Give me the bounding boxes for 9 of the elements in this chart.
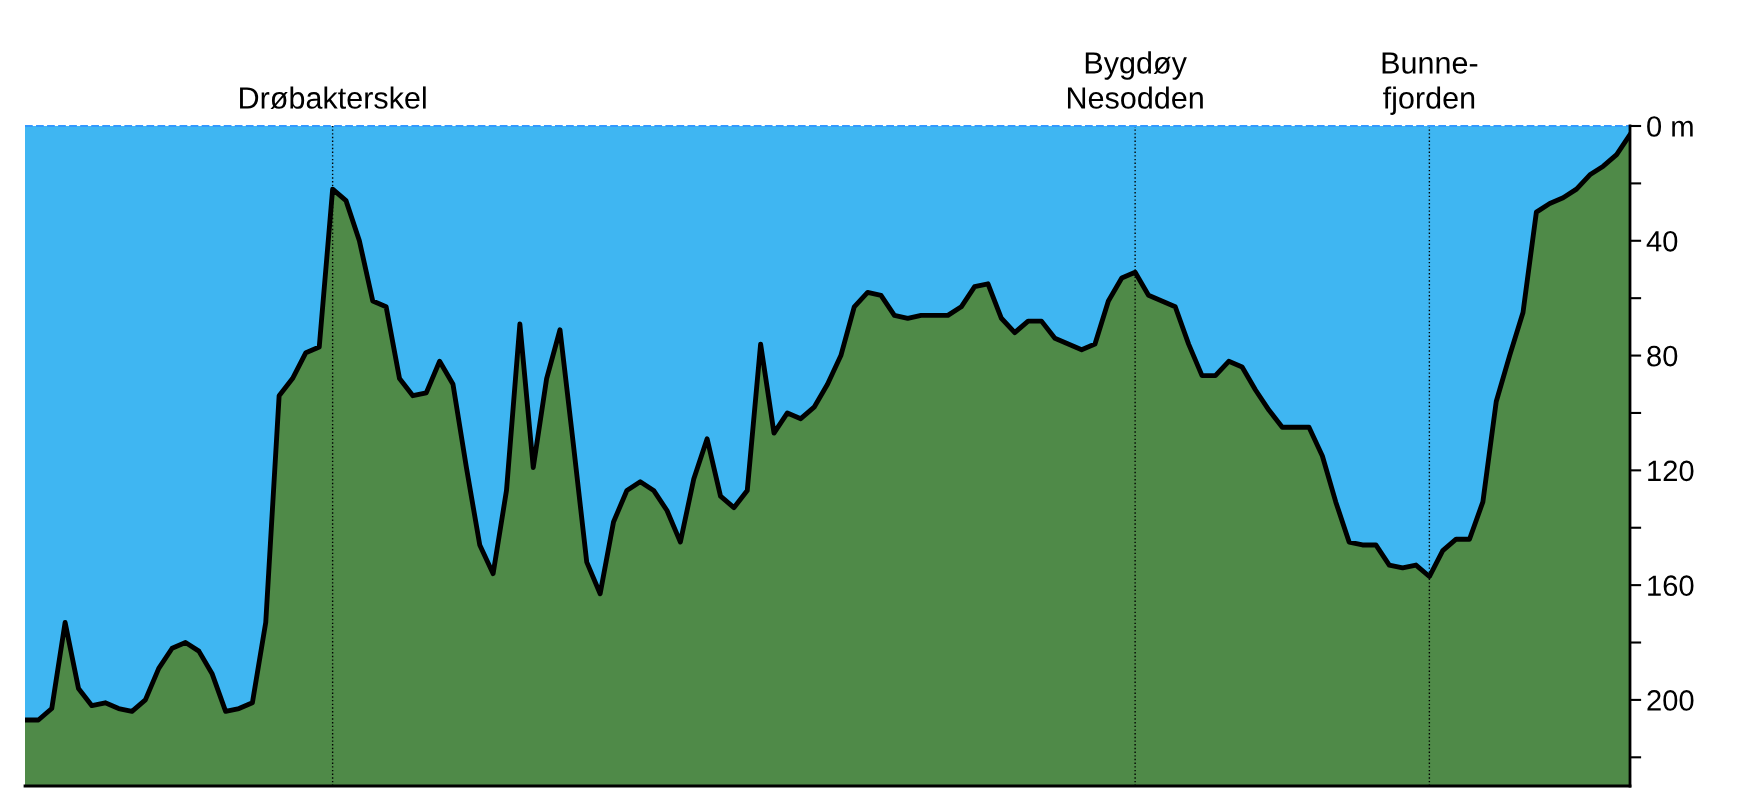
y-tick-label: 120 <box>1648 460 1694 482</box>
y-tick-label: 40 <box>1646 230 1678 252</box>
y-tick-label: 80 <box>1647 345 1678 367</box>
y-tick-label: 0 m <box>1647 116 1693 137</box>
y-tick-label: 200 <box>1647 690 1694 711</box>
y-tick-label: 160 <box>1648 575 1694 596</box>
x-tick-label: Bygdøy Nesodden <box>1067 51 1203 109</box>
x-tick-label: Bunne- fjorden <box>1382 52 1478 115</box>
x-tick-label: Drøbakterskel <box>240 86 426 110</box>
